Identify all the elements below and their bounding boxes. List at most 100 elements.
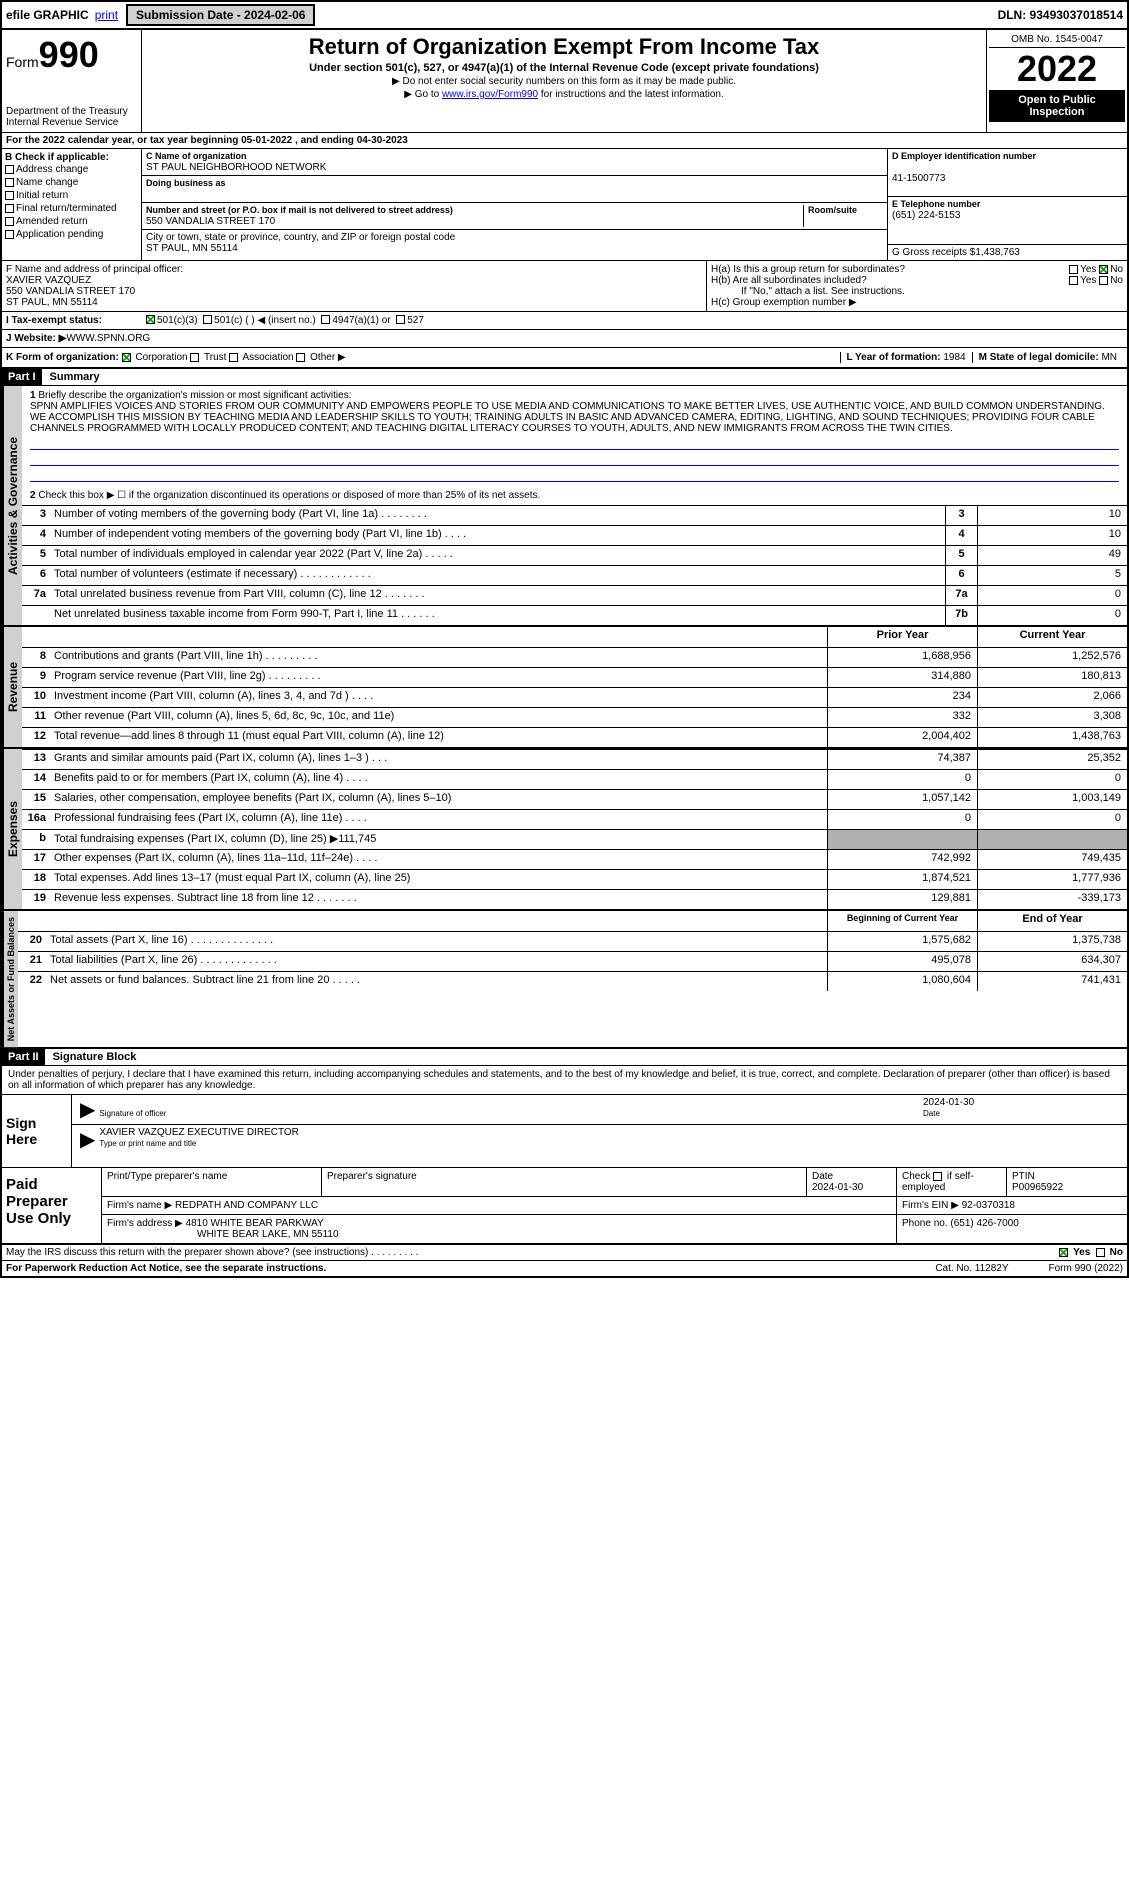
check-final[interactable] xyxy=(5,204,14,213)
mission-block: 1 Briefly describe the organization's mi… xyxy=(22,386,1127,486)
part1-header: Part I Summary xyxy=(2,369,1127,386)
check-4947[interactable] xyxy=(321,315,330,324)
j-label: J Website: ▶ xyxy=(6,333,66,344)
row-k: K Form of organization: Corporation Trus… xyxy=(2,348,1127,369)
g-label: G Gross receipts $ xyxy=(892,247,975,258)
open-public: Open to Public Inspection xyxy=(989,90,1125,122)
mission-text: SPNN AMPLIFIES VOICES AND STORIES FROM O… xyxy=(30,401,1105,434)
year-box: OMB No. 1545-0047 2022 Open to Public In… xyxy=(987,30,1127,132)
check-pending[interactable] xyxy=(5,230,14,239)
part2-header: Part II Signature Block xyxy=(2,1049,1127,1066)
k-label: K Form of organization: xyxy=(6,352,119,363)
l-label: L Year of formation: xyxy=(847,352,941,363)
check-initial[interactable] xyxy=(5,191,14,200)
ha-no[interactable] xyxy=(1099,265,1108,274)
arrow-icon: ▶ xyxy=(80,1097,95,1122)
print-link[interactable]: print xyxy=(95,8,118,22)
part2-label: Part II xyxy=(2,1049,45,1065)
tax-year: 2022 xyxy=(989,48,1125,90)
check-other[interactable] xyxy=(296,353,305,362)
check-corp[interactable] xyxy=(122,353,131,362)
check-527[interactable] xyxy=(396,315,405,324)
title-box: Return of Organization Exempt From Incom… xyxy=(142,30,987,132)
part1-label: Part I xyxy=(2,369,42,385)
ha-yes[interactable] xyxy=(1069,265,1078,274)
part1-title: Summary xyxy=(50,371,100,383)
q1-label: Briefly describe the organization's miss… xyxy=(38,390,351,401)
irs-link[interactable]: www.irs.gov/Form990 xyxy=(442,89,538,100)
dba-label: Doing business as xyxy=(146,178,226,188)
officer-addr2: ST PAUL, MN 55114 xyxy=(6,297,98,308)
firm-name-label: Firm's name ▶ xyxy=(107,1200,172,1211)
note-ssn: ▶ Do not enter social security numbers o… xyxy=(150,76,978,87)
h-block: H(a) Is this a group return for subordin… xyxy=(707,261,1127,311)
check-trust[interactable] xyxy=(190,353,199,362)
check-501c[interactable] xyxy=(203,315,212,324)
col-right: D Employer identification number41-15007… xyxy=(887,149,1127,260)
declaration: Under penalties of perjury, I declare th… xyxy=(2,1066,1127,1095)
date-label: Date xyxy=(923,1109,940,1118)
h-a-label: H(a) Is this a group return for subordin… xyxy=(711,264,905,275)
paid-block: Paid Preparer Use Only Print/Type prepar… xyxy=(2,1168,1127,1245)
firm-name: REDPATH AND COMPANY LLC xyxy=(175,1200,318,1211)
signer-name: XAVIER VAZQUEZ EXECUTIVE DIRECTOR xyxy=(99,1127,298,1138)
tab-governance: Activities & Governance xyxy=(2,386,22,625)
h-b-label: H(b) Are all subordinates included? xyxy=(711,275,867,286)
sign-date: 2024-01-30 xyxy=(923,1097,974,1108)
discuss-yes[interactable] xyxy=(1059,1248,1068,1257)
form-number: 990 xyxy=(39,34,99,75)
hb-yes[interactable] xyxy=(1069,276,1078,285)
header: Form990 Department of the Treasury Inter… xyxy=(2,30,1127,133)
line-a: For the 2022 calendar year, or tax year … xyxy=(2,133,1127,149)
irs-label: Internal Revenue Service xyxy=(6,117,137,128)
submission-date: Submission Date - 2024-02-06 xyxy=(126,4,315,26)
check-address[interactable] xyxy=(5,165,14,174)
top-bar: efile GRAPHIC print Submission Date - 20… xyxy=(2,2,1127,30)
paid-preparer-label: Paid Preparer Use Only xyxy=(2,1168,102,1243)
officer-addr1: 550 VANDALIA STREET 170 xyxy=(6,286,135,297)
tab-expenses: Expenses xyxy=(2,749,22,909)
hb-no[interactable] xyxy=(1099,276,1108,285)
year-formation: 1984 xyxy=(943,352,965,363)
prep-name-label: Print/Type preparer's name xyxy=(102,1168,322,1196)
sec-expenses: Expenses 13Grants and similar amounts pa… xyxy=(2,749,1127,911)
name-label: Type or print name and title xyxy=(99,1139,196,1148)
b-label: B Check if applicable: xyxy=(5,152,138,163)
state-domicile: MN xyxy=(1101,352,1117,363)
addr-label: Number and street (or P.O. box if mail i… xyxy=(146,205,453,215)
discuss-q: May the IRS discuss this return with the… xyxy=(6,1247,418,1258)
dept-label: Department of the Treasury xyxy=(6,106,137,117)
city-state-zip: ST PAUL, MN 55114 xyxy=(146,243,238,254)
cat-no: Cat. No. 11282Y xyxy=(935,1263,1008,1274)
sec-netassets: Net Assets or Fund Balances Beginning of… xyxy=(2,911,1127,1049)
check-selfemployed[interactable] xyxy=(933,1172,942,1181)
hdr-prior: Prior Year xyxy=(827,627,977,647)
m-label: M State of legal domicile: xyxy=(979,352,1099,363)
form-footer: Form 990 (2022) xyxy=(1049,1263,1123,1274)
check-assoc[interactable] xyxy=(229,353,238,362)
phone-value: (651) 224-5153 xyxy=(892,210,960,221)
firm-phone: (651) 426-7000 xyxy=(950,1218,1018,1229)
sec-governance: Activities & Governance 1 Briefly descri… xyxy=(2,386,1127,627)
firm-ein: 92-0370318 xyxy=(962,1200,1015,1211)
discuss-row: May the IRS discuss this return with the… xyxy=(2,1245,1127,1261)
form-container: efile GRAPHIC print Submission Date - 20… xyxy=(0,0,1129,1278)
hdr-end: End of Year xyxy=(977,911,1127,931)
website-url: WWW.SPNN.ORG xyxy=(66,333,150,344)
pra-notice: For Paperwork Reduction Act Notice, see … xyxy=(6,1263,935,1274)
room-label: Room/suite xyxy=(808,205,857,215)
e-label: E Telephone number xyxy=(892,199,980,209)
discuss-no[interactable] xyxy=(1096,1248,1105,1257)
street-address: 550 VANDALIA STREET 170 xyxy=(146,216,275,227)
firm-addr2: WHITE BEAR LAKE, MN 55110 xyxy=(107,1229,339,1240)
arrow-icon: ▶ xyxy=(80,1127,95,1152)
h-c-label: H(c) Group exemption number ▶ xyxy=(711,297,1123,308)
f-label: F Name and address of principal officer: xyxy=(6,264,183,275)
check-name[interactable] xyxy=(5,178,14,187)
prep-sig-label: Preparer's signature xyxy=(322,1168,807,1196)
f-block: F Name and address of principal officer:… xyxy=(2,261,707,311)
check-501c3[interactable] xyxy=(146,315,155,324)
gross-receipts: 1,438,763 xyxy=(975,247,1020,258)
check-amended[interactable] xyxy=(5,217,14,226)
city-label: City or town, state or province, country… xyxy=(146,232,455,243)
